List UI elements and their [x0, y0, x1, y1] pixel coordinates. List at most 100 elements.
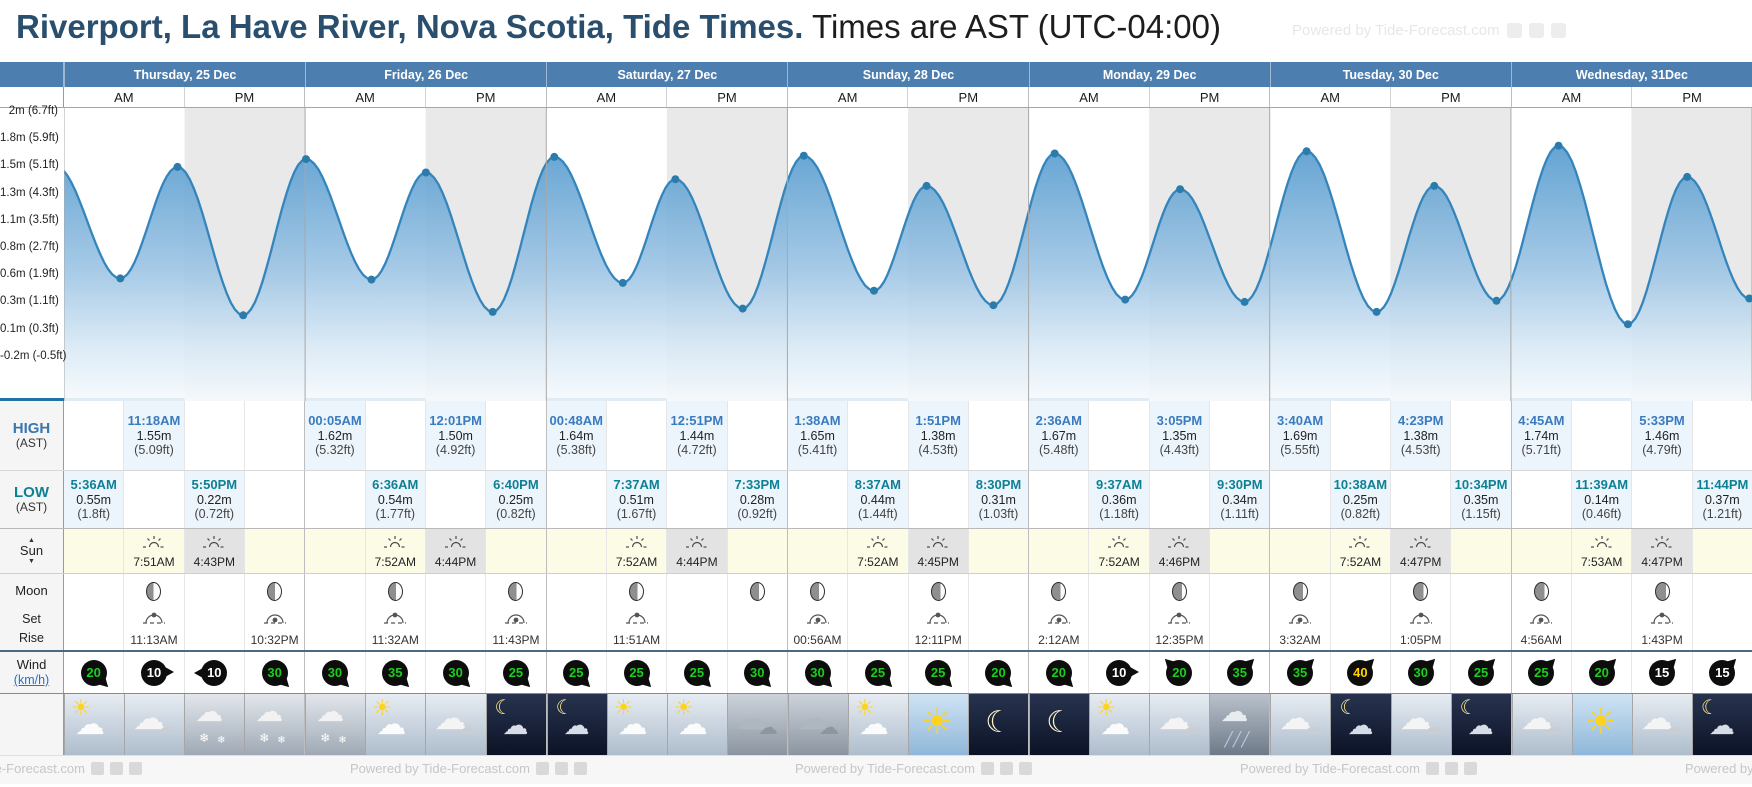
wind-speed-badge: 35 [382, 659, 414, 690]
wind-speed-badge: 35 [1226, 654, 1258, 686]
high-cell: 3:05PM 1.35m (4.43ft) [1148, 401, 1210, 470]
wind-speed-value: 10 [1111, 665, 1127, 680]
moonrise-icon [1288, 611, 1312, 631]
moon-phase-icon [930, 581, 946, 601]
moonset-icon [926, 611, 950, 631]
moon-phase-icon [1654, 581, 1670, 601]
wind-cell: 25 [907, 652, 968, 693]
height-feet: (0.82ft) [1340, 507, 1381, 522]
low-tide-entry: 8:30PM 0.31m (1.03ft) [976, 477, 1022, 521]
pm-label: PM [183, 87, 305, 107]
sunrise-icon [142, 534, 166, 554]
moon-cell [1088, 574, 1148, 608]
high-time: 12:51PM [670, 412, 724, 428]
wind-speed-value: 20 [991, 665, 1006, 680]
wind-cell: 10 [183, 652, 244, 693]
wind-speed-value: 25 [1473, 665, 1489, 680]
high-time: 3:05PM [1156, 412, 1203, 428]
footer-watermark-text: Powered by Tide-Forecast.com [350, 761, 530, 776]
low-time: 5:50PM [191, 476, 238, 492]
wind-cell: 30 [1390, 652, 1450, 693]
moon-cell [1209, 574, 1269, 608]
wind-speed-badge: 30 [261, 659, 293, 690]
weather-cell: ☾ ☁ [1450, 694, 1511, 755]
sunset-time: 4:44PM [434, 554, 477, 569]
share-icon [1506, 23, 1522, 38]
high-tide-entry: 00:05AM 1.62m (5.32ft) [308, 413, 361, 457]
moonrise-icon [1529, 611, 1553, 631]
wind-unit-link[interactable]: (km/h) [13, 672, 50, 687]
tide-extreme-dot [870, 286, 878, 295]
sunset-time: 4:45PM [917, 554, 959, 569]
sun-cell [1270, 529, 1330, 573]
moon-cell [967, 574, 1028, 608]
high-cell [183, 401, 244, 470]
low-tide-entry: 10:38AM 0.25m (0.82ft) [1334, 477, 1387, 522]
pm-label: PM [1631, 87, 1752, 107]
low-cell: 6:40PM 0.25m (0.82ft) [485, 471, 546, 528]
cloud-weather-icon: ☁ ☁ [1632, 694, 1692, 755]
footer-watermark: Powered by Tide-Forecast.com [1240, 761, 1477, 776]
weather-day-4: ☾ ☀ ☁ ☁ ☁ ☁ ╱╱╱ [1028, 694, 1270, 755]
moon-cell [847, 574, 907, 608]
tide-extreme-dot [1430, 181, 1439, 190]
moon-cell [1270, 574, 1329, 608]
moonset-time: 1:05PM [1400, 633, 1442, 647]
height-feet: (4.43ft) [1159, 443, 1200, 458]
height-meters: 0.22m [196, 493, 232, 508]
wind-speed-value: 30 [448, 665, 463, 680]
snow-weather-icon: ☁ ❄ ❄ [185, 694, 245, 755]
low-cell [1029, 471, 1088, 528]
weather-cell: ☀ ☁ [365, 694, 426, 755]
sun-cell [305, 529, 365, 573]
setrise-cell [183, 608, 244, 650]
height-meters: 1.64m [558, 429, 594, 444]
setrise-cell: 11:32AM [364, 608, 425, 650]
day-header-3: Sunday, 28 Dec [787, 62, 1028, 87]
high-row-label: HIGH (AST) [0, 401, 64, 470]
sun-cell: 7:52AM [1329, 529, 1391, 573]
low-time: 5:36AM [70, 476, 117, 492]
moon-cloud-weather-icon: ☾ ☁ [1331, 694, 1391, 755]
wind-cell: 25 [1450, 652, 1510, 693]
am-label: AM [1561, 89, 1582, 105]
height-meters: 0.37m [1704, 493, 1740, 508]
meridiem-day-4: AM PM [1028, 87, 1269, 107]
weather-cell: ☀ [908, 694, 969, 755]
cloud-weather-icon: ☁ ☁ [1512, 694, 1572, 755]
pm-label: PM [1390, 87, 1511, 107]
high-tide-entry: 1:38AM 1.65m (5.41ft) [794, 413, 840, 457]
moon-row: Moon [0, 574, 1752, 608]
setrise-cell: 11:13AM [123, 608, 183, 650]
tide-extreme-dot [738, 304, 747, 313]
cloud-weather-icon: ☁ ☁ [1391, 694, 1451, 755]
wind-cell: 20 [1148, 652, 1209, 693]
height-meters: 0.34m [1222, 493, 1258, 508]
weather-day-0: ☀ ☁ ☁ ☁ ☁ ❄ ❄ ☁ ❄ ❄ [64, 694, 305, 755]
wind-speed-value: 30 [749, 665, 765, 680]
height-feet: (4.72ft) [677, 443, 717, 458]
meridiem-day-2: AM PM [545, 87, 787, 107]
wind-speed-value: 10 [146, 665, 162, 680]
low-tide-entry: 5:50PM 0.22m (0.72ft) [191, 476, 238, 521]
day-header-0: Thursday, 25 Dec [64, 62, 305, 87]
pm-label: PM [424, 87, 546, 107]
height-meters: 0.14m [1584, 493, 1620, 508]
setrise-cell: 4:56AM [1512, 608, 1571, 650]
meridiem-day-5: AM PM [1269, 87, 1510, 107]
wind-day-6: 25 20 15 15 [1510, 652, 1752, 693]
sunrise-icon [383, 534, 407, 554]
tide-extreme-dot [302, 155, 310, 164]
wind-speed-value: 20 [86, 665, 101, 680]
timezone-label: (AST) [15, 500, 48, 515]
sun-cell [967, 529, 1029, 573]
wind-cell: 40 [1329, 652, 1390, 693]
weather-cell: ☁ ☁ [787, 694, 848, 755]
high-cell [243, 401, 304, 470]
wind-cell: 15 [1691, 652, 1752, 693]
tide-table: Thursday, 25 Dec Friday, 26 Dec Saturday, … [0, 62, 1752, 755]
sun-day-2: 7:52AM 4:44PM [545, 529, 787, 573]
setrise-day-0: 11:13AM 10:32PM [64, 608, 304, 650]
footer-social-icon [999, 762, 1013, 775]
wind-speed-badge: 25 [563, 659, 595, 690]
